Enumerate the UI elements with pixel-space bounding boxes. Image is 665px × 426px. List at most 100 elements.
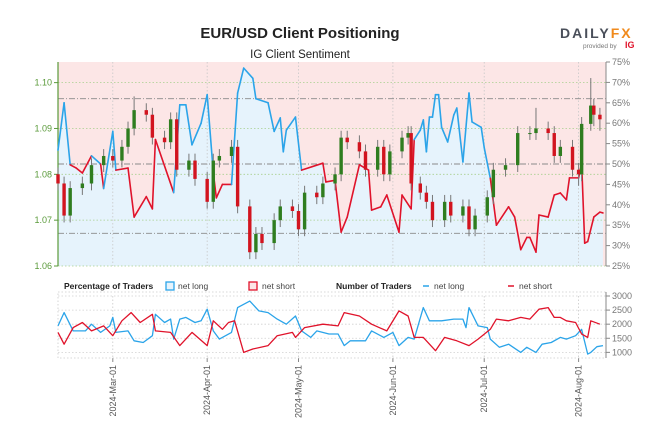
sentiment-line-segment [456,107,464,163]
legend-num-long: net long [434,281,465,291]
candle-body [162,137,167,143]
sentiment-line-segment [471,121,482,129]
sentiment-line-segment [273,117,282,133]
sentiment-line-segment [586,216,595,243]
y-left-tick-label: 1.07 [34,215,52,225]
candle [449,194,453,223]
sentiment-line-segment [538,214,549,218]
candle [101,149,106,173]
candle-body [101,155,106,166]
candle-body [534,128,538,134]
candle [363,144,368,177]
sentiment-line-segment [322,162,327,183]
candle [260,227,264,250]
sentiment-line-segment [367,169,373,211]
sentiment-line-segment [437,93,443,129]
candle-body [546,128,550,134]
x-tick-label: 2024-Apr-01 [202,365,212,415]
candle [576,162,581,186]
candle [579,117,584,182]
sentiment-line-segment [480,126,486,149]
sentiment-line-segment [69,164,78,169]
legend-num-short: net short [519,281,553,291]
sentiment-line-segment [340,216,349,233]
legend-pct-short: net short [262,281,296,291]
sentiment-line-segment [115,167,129,171]
candle [345,130,349,150]
sentiment-line-segment [191,122,202,146]
candle-body [217,155,222,161]
candle [120,139,124,168]
sentiment-line-segment [401,194,412,210]
candle-body [302,192,307,230]
candle-body [56,174,60,184]
candle [473,208,477,237]
candle-body [442,201,447,221]
sentiment-line-segment [446,114,455,143]
candle [80,176,85,195]
candle [339,130,343,182]
candle [491,162,496,205]
x-tick-label: 2024-May-01 [294,365,304,418]
sentiment-line-segment [507,206,516,218]
candle-body [528,133,532,135]
candle [528,126,532,140]
candle-body [120,146,124,161]
candle-body [132,110,136,129]
candle [503,158,508,177]
candle [400,130,404,159]
sentiment-line-segment [495,206,510,226]
candle-body [467,206,471,230]
candle-body [406,133,410,138]
candle-body [144,110,148,115]
trader-count-panel: 2024-Mar-01 2024-Apr-01 2024-May-01 2024-Ju… [57,291,632,418]
y-right-tick-label: 45% [612,179,630,189]
sentiment-line-segment [112,130,117,171]
sentiment-line-segment [127,167,135,218]
candle-body [111,155,115,161]
candle [546,121,550,140]
y-right-tick-label: 60% [612,118,630,128]
sentiment-line-segment [133,195,148,218]
sentiment-line-segment [145,195,154,210]
candle [552,126,556,163]
candle-body [321,183,325,198]
candle [461,199,465,223]
candle [290,199,295,218]
sentiment-line-segment [154,138,175,194]
sentiment-line-segment [440,126,449,143]
candle [62,176,66,223]
sentiment-line-segment [267,102,275,133]
candle [409,126,413,191]
candle-body [235,146,240,207]
y-right-tick-label: 75% [612,57,630,67]
candle-body [485,197,489,216]
candle-body [363,151,368,170]
sentiment-line-segment [565,177,571,201]
candle [570,139,575,177]
sentiment-line-segment [422,119,428,153]
candle-body [491,169,496,198]
candle-body [80,183,85,189]
x-tick-label: 2024-Mar-01 [108,365,118,417]
candle-body [345,137,349,143]
candle-body [272,220,276,244]
sentiment-line-segment [282,129,288,153]
candle [168,112,173,150]
candle [272,213,276,250]
sentiment-line-segment [334,179,342,233]
candle-body [598,114,602,120]
candle-body [424,192,429,202]
sentiment-line-segment [370,206,382,211]
y-right-tick-label: 70% [612,77,630,87]
candle-body [418,183,422,193]
y-left-tick-label: 1.09 [34,123,52,133]
candle [150,107,155,145]
candle [598,107,602,131]
y-right-tick-label: 25% [612,261,630,271]
y-left-tick-label: 1.10 [34,78,52,88]
candle [406,126,410,145]
candle [211,153,215,209]
candle-body [589,105,593,124]
